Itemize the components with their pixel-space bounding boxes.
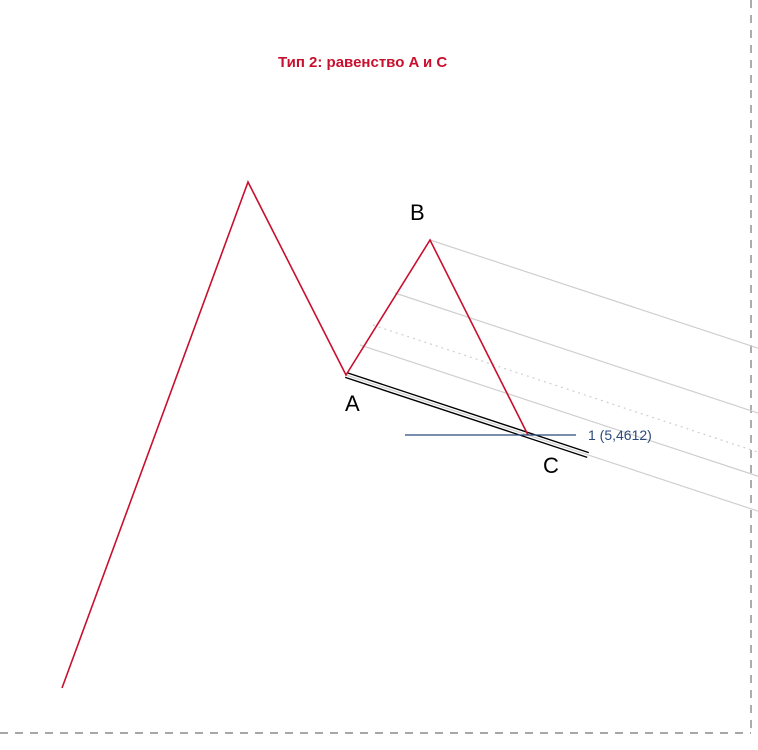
equality-line [345, 377, 587, 457]
fib-level-label: 1 (5,4612) [588, 427, 652, 443]
channel-line [373, 325, 758, 499]
channel-line [360, 345, 758, 523]
channel-line [430, 240, 758, 395]
point-label-b: B [410, 200, 425, 226]
equality-line [347, 373, 589, 453]
diagram-canvas [0, 0, 758, 750]
diagram-title: Тип 2: равенство A и C [278, 54, 447, 71]
point-label-a: A [345, 391, 360, 417]
point-label-c: C [543, 453, 559, 479]
